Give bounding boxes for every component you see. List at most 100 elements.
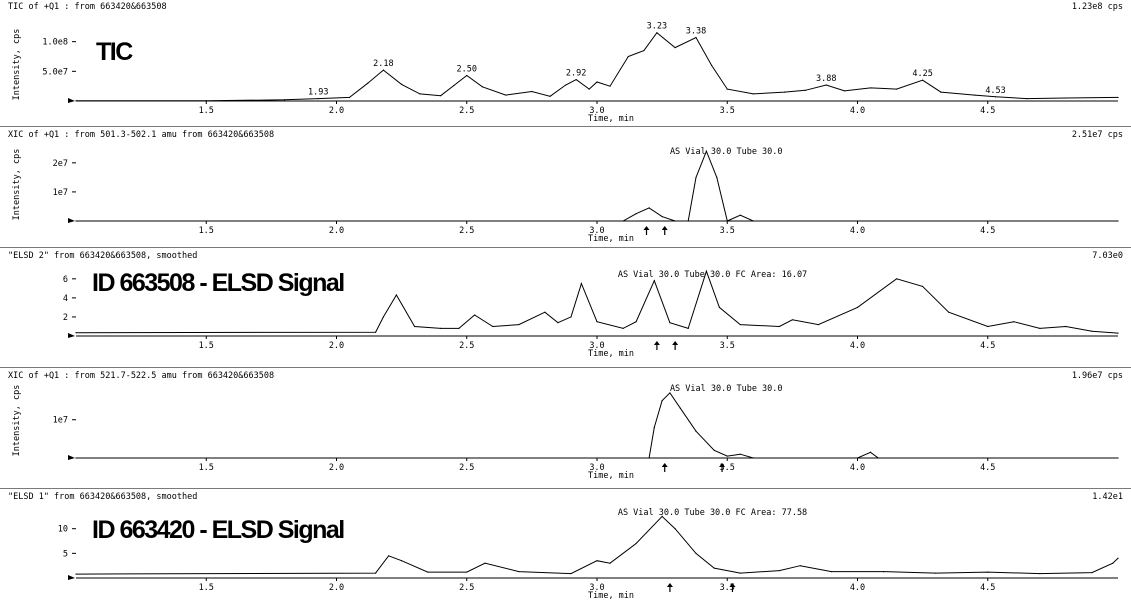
panel-5-trace-point [830,570,833,573]
panel-5-plot[interactable]: 1.5 2.0 2.5 3.0 3.5 4.0 4.5 Time, min 5 10 AS Vial… [0,490,1131,604]
panel-2-plot[interactable]: 1.5 2.0 2.5 3.0 3.5 4.0 4.5 Time, min 1e7 2e7 Inte… [0,128,1131,248]
panel-1-y-axis-label: Intensity, cps [12,29,22,101]
panel-5-y-tick-label: 5 [63,549,68,559]
panel-3-trace-point [739,323,741,326]
panel-1-trace-point [1026,98,1028,100]
panel-1-trace-point [588,88,590,90]
panel-3-plot[interactable]: 1.5 2.0 2.5 3.0 3.5 4.0 4.5 Time, min 2 4 6 AS Vial… [0,249,1131,368]
panel-3-trace-line [75,269,1119,334]
panel-4-x-tick-label: 3.5 [720,463,735,473]
panel-5-x-axis-label: Time, min [588,591,634,601]
panel-4-trace-point [661,400,663,402]
panel-5-trace-point [778,570,780,572]
panel-4-axis-marker [68,455,75,460]
panel-3-trace-point [791,319,793,321]
panel-3-peak-arrow [653,341,660,350]
panel-3-y-tick-label: 2 [63,313,68,323]
panel-1-x-axis-label: Time, min [588,114,634,124]
panel-1-overlay-label: TIC [96,38,133,66]
panel-3-trace-point [622,327,624,329]
panel-3-border [0,367,1131,368]
panel-3-overlay-label: ID 663508 - ELSD Signal [92,269,345,297]
panel-2-x-tick-label: 4.0 [850,226,865,236]
panel-3-trace-point [382,316,384,318]
panel-5-trace-point [388,555,390,557]
panel-1-peak-label: 3.88 [816,74,836,84]
chromatogram-panel-2: XIC of +Q1 : from 501.3-502.1 amu from 6… [0,128,1131,248]
panel-1-peak-label: 4.53 [985,86,1005,96]
panel-1-trace-point [643,49,645,52]
panel-3-x-tick-label: 3.5 [720,341,735,351]
panel-3-x-tick-label: 2.0 [329,341,344,351]
chromatogram-panel-1: TIC of +Q1 : from 663420&663508 1.23e8 c… [0,0,1131,127]
panel-2-y-tick-label: 1e7 [53,188,68,198]
panel-2-x-tick-label: 2.0 [329,226,344,236]
panel-1-trace-point [752,93,754,95]
panel-2-border [0,247,1131,248]
panel-1-x-tick-label: 3.5 [720,106,735,116]
panel-5-trace-point [713,567,715,569]
panel-5-trace-point [674,528,676,530]
panel-4-header: XIC of +Q1 : from 521.7-522.5 amu from 6… [8,371,275,381]
panel-2-y-tick-label: 2e7 [53,159,68,169]
panel-1-trace-point [994,96,997,98]
panel-4-trace-point [679,407,681,409]
panel-1-trace-point [348,96,351,99]
panel-2-trace-point [726,220,728,222]
panel-2-trace-point [1117,220,1119,222]
panel-5-overlay-label: ID 663420 - ELSD Signal [92,516,345,544]
panel-2-scale: 2.51e7 cps [1071,130,1123,140]
panel-1-trace-point [317,98,319,100]
panel-1-trace-point [401,83,403,85]
panel-5-annotation: AS Vial 30.0 Tube 30.0 FC Area: 77.58 [618,508,807,518]
panel-1-trace-point [75,100,77,102]
panel-4-trace-point [739,453,741,455]
panel-5-trace-point [799,565,801,567]
panel-4-x-tick-label: 1.5 [199,463,214,473]
panel-3-trace-point [653,280,655,282]
panel-2-x-tick-label: 3.5 [720,226,735,236]
panel-1-border [0,126,1131,127]
panel-1-x-tick-label: 2.5 [459,106,474,116]
panel-5-trace-point [374,572,377,574]
panel-4-trace-point [869,451,872,453]
panel-4-peak-arrow [719,463,726,472]
panel-4-trace-point [713,449,715,451]
panel-2-peak-arrow [661,226,668,235]
panel-1-trace-point [726,88,728,90]
panel-2-axis-marker [68,218,75,223]
panel-1-y-tick-label: 1.0e8 [42,38,68,48]
panel-3-trace-point [473,314,476,316]
panel-3-trace-point [570,316,572,318]
panel-2-trace-point [648,207,650,209]
panel-5-header: "ELSD 1" from 663420&663508, smoothed [8,492,198,502]
panel-1-trace-point [1065,97,1067,99]
panel-5-trace-point [695,552,697,554]
panel-4-plot[interactable]: 1.5 2.0 2.5 3.0 3.5 4.0 4.5 Time, min 1e7 Intensi… [0,369,1131,489]
panel-5-trace-point [466,571,468,573]
panel-3-trace-point [687,327,689,329]
panel-3-trace-point [922,285,924,288]
panel-1-peak-label: 1.93 [308,88,328,98]
panel-4-trace-point [877,457,879,459]
panel-3-trace-point [374,331,377,333]
panel-5-trace-point [484,562,486,564]
panel-1-plot[interactable]: 1.5 2.0 2.5 3.0 3.5 4.0 4.5 Time, min 5.0e7 1.0e8… [0,0,1131,127]
panel-1-trace-point [825,84,827,86]
panel-2-header: XIC of +Q1 : from 501.3-502.1 amu from 6… [8,130,275,140]
panel-1-trace-point [656,32,658,34]
panel-3-trace-point [895,278,898,280]
panel-5-trace-point [427,571,429,573]
panel-5-peak-arrow [729,583,736,592]
panel-1-trace-point [367,82,369,84]
panel-5-trace-point [570,572,572,575]
panel-1-trace-point [783,91,786,93]
panel-3-trace-point [705,270,708,272]
panel-4-trace-point [653,426,655,428]
panel-4-y-tick-label: 1e7 [53,416,68,426]
panel-5-x-tick-label: 3.5 [720,583,735,593]
panel-3-trace-point [856,306,859,309]
panel-5-trace-point [987,571,989,573]
panel-4-x-tick-label: 3.0 [589,463,604,473]
panel-1-peak-label: 3.23 [647,22,667,32]
